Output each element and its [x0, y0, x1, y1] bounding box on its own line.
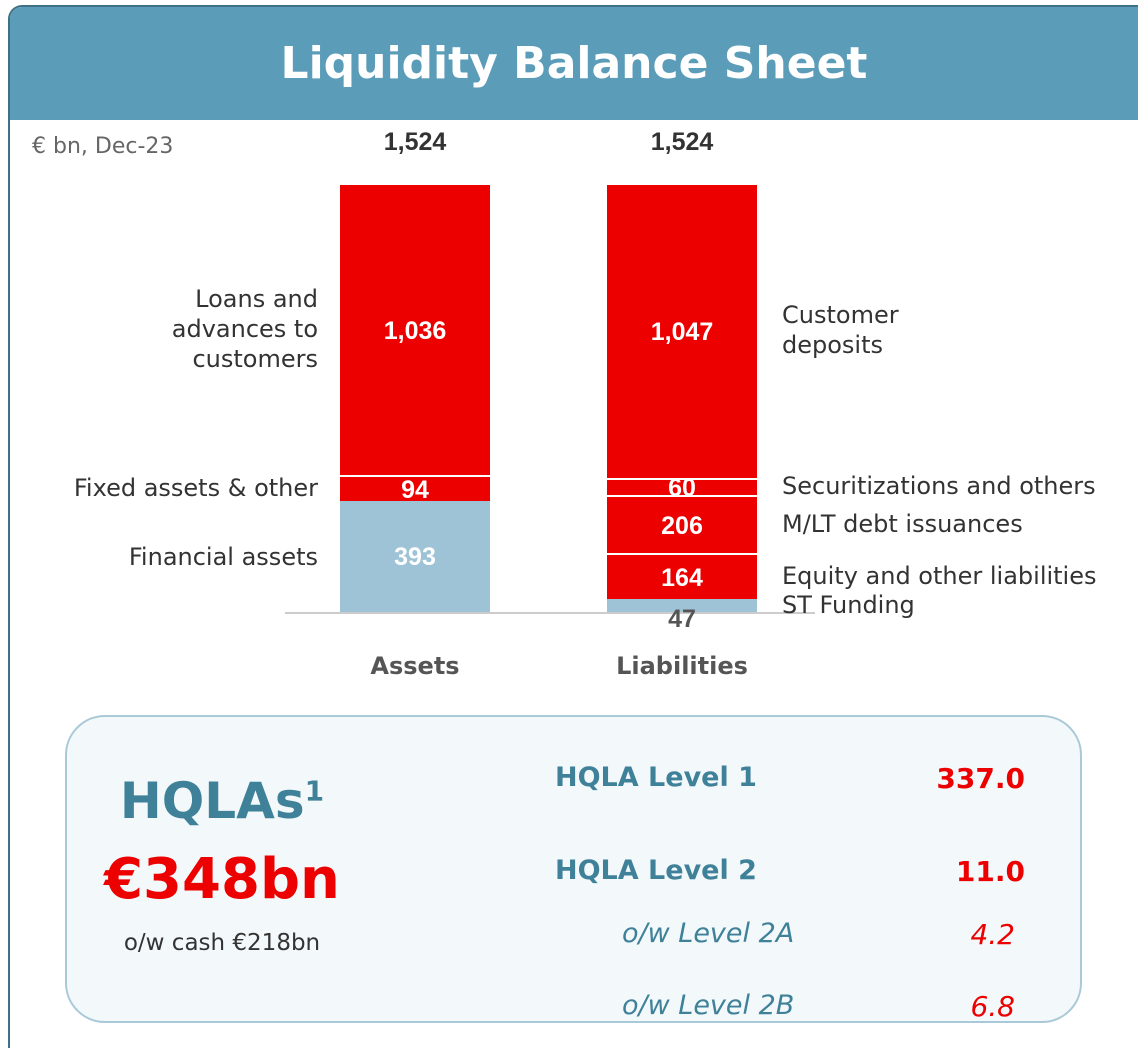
bar-segment: 60 — [607, 475, 757, 501]
total-label: 1,524 — [383, 128, 447, 156]
bar-segment: 164 — [607, 552, 757, 599]
segment-name: ST Funding — [782, 591, 915, 620]
hqla-row-value: 6.8 — [970, 990, 1015, 1023]
category-label: Assets — [370, 652, 460, 680]
hqla-box: HQLAs1 €348bn o/w cash €218bn HQLA Level… — [65, 715, 1082, 1023]
segment-name: Loans and advances to customers — [171, 285, 318, 374]
value-label: 206 — [661, 511, 703, 540]
hqla-row-value: 11.0 — [955, 855, 1025, 888]
footnote: 1 — [304, 774, 325, 808]
value-label: 164 — [661, 563, 703, 592]
hqla-row-label: HQLA Level 2 — [555, 855, 757, 886]
segment-name: M/LT debt issuances — [782, 509, 1023, 538]
hqla-row-label: o/w Level 2B — [622, 990, 795, 1021]
segment-name: Equity and other liabilities — [782, 561, 1097, 590]
segment-name: Securitizations and others — [782, 472, 1096, 501]
value-label: 1,047 — [650, 318, 714, 347]
value-label: 60 — [668, 474, 696, 503]
bar-segment: 1,047 — [607, 183, 757, 478]
hqla-amount: €348bn — [104, 847, 340, 912]
hqla-row-label: o/w Level 2A — [622, 918, 795, 949]
hqla-note: o/w cash €218bn — [123, 930, 321, 956]
hqla-row-label: HQLA Level 1 — [555, 762, 757, 793]
hqla-title: HQLAs1 — [67, 772, 377, 830]
total-label: 1,524 — [650, 128, 714, 156]
frame — [8, 5, 1138, 1048]
hqla-row-value: 4.2 — [970, 918, 1015, 951]
category-label: Liabilities — [616, 652, 748, 680]
bar-segment: 393 — [340, 501, 490, 612]
value-label: 94 — [401, 476, 429, 505]
bar-segment: 94 — [340, 474, 490, 505]
baseline — [285, 612, 815, 614]
value-label: 47 — [668, 604, 696, 633]
bar-segment: 1,036 — [340, 183, 490, 475]
segment-name: Fixed assets & other — [73, 474, 318, 503]
title: Liquidity Balance Sheet — [10, 7, 1138, 120]
hqla-row-value: 337.0 — [936, 762, 1025, 795]
subtitle: € bn, Dec-23 — [32, 134, 174, 159]
segment-name: Financial assets — [128, 542, 318, 571]
value-label: 393 — [394, 542, 436, 571]
segment-name: Customer deposits — [782, 301, 899, 360]
hqla-label: HQLAs — [119, 772, 305, 830]
bar-segment: 47 — [607, 598, 757, 632]
bar-segment: 206 — [607, 494, 757, 553]
value-label: 1,036 — [383, 317, 447, 346]
